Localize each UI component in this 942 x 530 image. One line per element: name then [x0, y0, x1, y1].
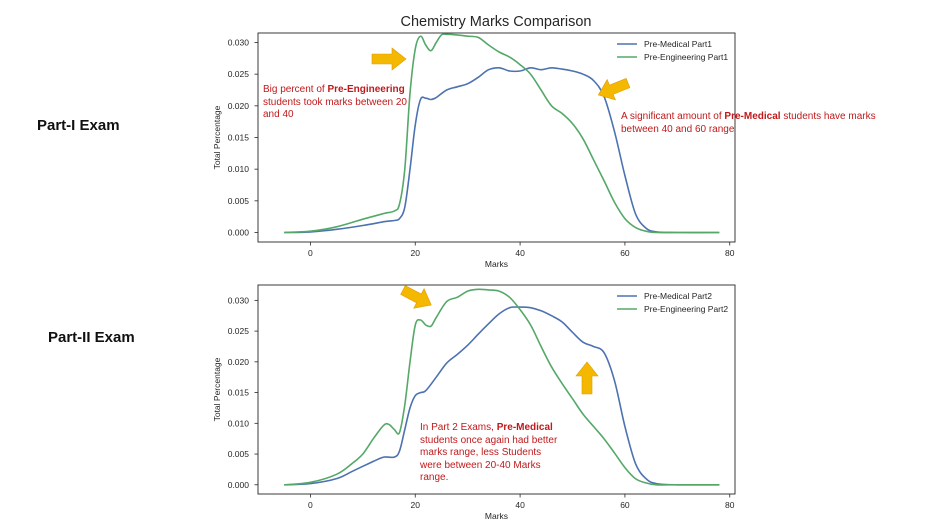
plot-frame: [257, 32, 736, 243]
y-tick-label: 0.015: [228, 133, 250, 143]
legend-label: Pre-Medical Part1: [644, 39, 712, 49]
arrow-icon: [371, 47, 407, 71]
x-axis-label: Marks: [485, 259, 508, 269]
y-tick-label: 0.030: [228, 38, 250, 48]
x-tick-label: 20: [411, 500, 421, 510]
y-tick-label: 0.020: [228, 101, 250, 111]
legend-label: Pre-Engineering Part2: [644, 304, 728, 314]
chart-panel-part1: 0 20 40 60 80 0.000 0.005 0.010 0.015 0.020 0.025 0…: [212, 32, 736, 269]
y-axis-label: Total Percentage: [212, 357, 222, 421]
x-tick-label: 60: [620, 500, 630, 510]
x-axis-label: Marks: [485, 511, 508, 521]
series-line: [284, 33, 720, 234]
x-tick-label: 0: [308, 500, 313, 510]
y-tick-label: 0.025: [228, 69, 250, 79]
chart-title: Chemistry Marks Comparison: [401, 14, 592, 30]
annotation-pre-medical-part2: In Part 2 Exams, Pre-Medical students on…: [420, 422, 558, 483]
annotation-pre-medical-part1: A significant amount of Pre-Medical stud…: [621, 111, 876, 135]
y-tick-label: 0.000: [228, 480, 250, 490]
y-tick-label: 0.000: [228, 228, 250, 238]
arrow-icon: [575, 361, 599, 395]
y-tick-label: 0.010: [228, 418, 250, 428]
x-tick-label: 0: [308, 248, 313, 258]
x-tick-label: 60: [620, 248, 630, 258]
part2-exam-label: Part-II Exam: [48, 329, 135, 346]
y-tick-label: 0.020: [228, 357, 250, 367]
x-tick-label: 20: [411, 248, 421, 258]
series-line: [284, 306, 720, 486]
y-tick-label: 0.015: [228, 388, 250, 398]
plot-frame: [257, 284, 736, 495]
y-tick-label: 0.010: [228, 164, 250, 174]
y-tick-label: 0.025: [228, 326, 250, 336]
arrow-icon: [597, 77, 631, 101]
part1-exam-label: Part-I Exam: [37, 117, 120, 134]
y-tick-label: 0.030: [228, 295, 250, 305]
legend-label: Pre-Engineering Part1: [644, 52, 728, 62]
series-line: [284, 66, 720, 234]
arrow-annotations: [371, 47, 631, 395]
series-line: [284, 288, 720, 486]
y-tick-label: 0.005: [228, 449, 250, 459]
y-axis-label: Total Percentage: [212, 105, 222, 169]
x-tick-label: 40: [515, 248, 525, 258]
chart-panel-part2: 0 20 40 60 80 0.000 0.005 0.010 0.015 0.020 0.025 0…: [212, 284, 736, 521]
x-tick-label: 80: [725, 500, 735, 510]
x-tick-label: 80: [725, 248, 735, 258]
arrow-icon: [400, 285, 432, 309]
x-tick-label: 40: [515, 500, 525, 510]
annotation-pre-engineering-part1: Big percent of Pre-Engineering students …: [263, 84, 407, 120]
y-tick-label: 0.005: [228, 196, 250, 206]
legend-label: Pre-Medical Part2: [644, 291, 712, 301]
